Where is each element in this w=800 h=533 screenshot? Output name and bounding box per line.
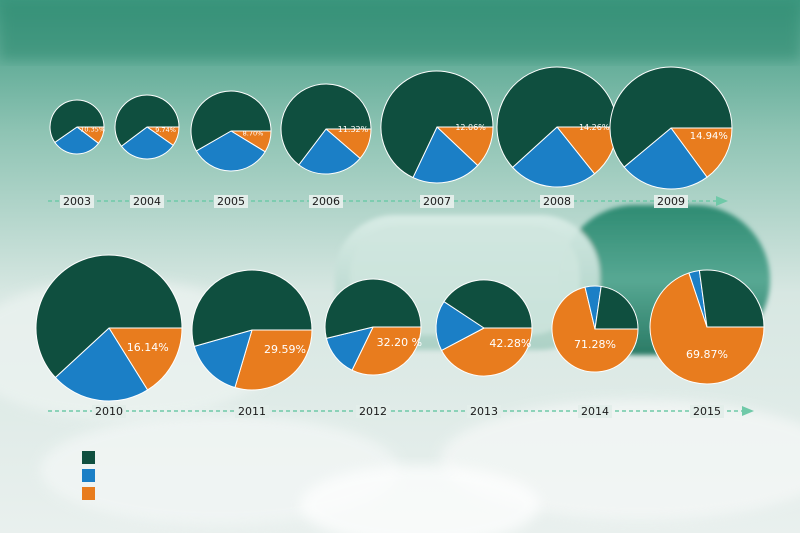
pie-slice-blue: [54, 327, 149, 402]
timeline-arrow-bottom: [48, 406, 754, 416]
year-label-2004: 2004: [133, 195, 161, 208]
year-labels: 2003 2004 2005 2006 2007 2008 2009 2010 2011 2012…: [60, 195, 724, 418]
timeline-arrow-top: [48, 196, 728, 206]
pie-slice-orange: [649, 272, 765, 385]
pie-slice-orange: [234, 329, 313, 391]
year-label-backing: [130, 195, 164, 208]
pie-2011: 29.59%: [191, 269, 313, 391]
pie-2007: 12.06%: [380, 70, 494, 184]
pie-2009: 14.94%: [609, 66, 733, 190]
pie-slice-blue: [623, 127, 708, 190]
pie-2004: 9.74%: [114, 94, 180, 160]
pie-slice-blue: [54, 126, 100, 155]
pie-slice-dark: [280, 83, 372, 166]
legend-swatch-blue: [82, 468, 95, 482]
year-label-backing: [214, 195, 248, 208]
year-label-2013: 2013: [470, 405, 498, 418]
year-label-backing: [690, 405, 724, 418]
year-label-backing: [356, 405, 390, 418]
pie-value-label: 29.59%: [264, 343, 306, 356]
year-label-backing: [60, 195, 94, 208]
year-label-2014: 2014: [581, 405, 609, 418]
year-label-2005: 2005: [217, 195, 245, 208]
pie-slice-dark: [114, 94, 180, 147]
year-label-2007: 2007: [423, 195, 451, 208]
pie-slice-blue: [511, 126, 596, 188]
pie-2015: 69.87%: [649, 269, 765, 385]
pies-layer: 10.35% 9.74% 8.70% 11.32% 12.06% 14.26% 14.94%…: [35, 66, 765, 402]
legend-item: [82, 448, 103, 466]
pie-value-label: 8.70%: [243, 130, 264, 138]
pie-slice-orange: [440, 327, 533, 377]
pie-value-label: 32.20 %: [377, 336, 422, 349]
legend-swatch-dark: [82, 450, 95, 464]
pie-slice-orange: [551, 286, 639, 373]
legend-item: [82, 484, 103, 502]
pie-slice-orange: [670, 127, 733, 178]
pie-value-label: 9.74%: [155, 126, 176, 134]
year-label-2006: 2006: [312, 195, 340, 208]
pie-slice-dark: [594, 285, 639, 330]
pie-slice-dark: [35, 254, 183, 379]
pie-2005: 8.70%: [190, 90, 272, 172]
pie-slice-blue: [120, 126, 174, 160]
pie-value-label: 14.26%: [579, 123, 610, 132]
legend-swatch-orange: [82, 486, 95, 500]
pie-value-label: 11.32%: [338, 125, 369, 134]
pie-2014: 71.28%: [551, 285, 639, 373]
pie-value-label: 69.87%: [686, 348, 728, 361]
pie-2013: 42.28%: [435, 279, 533, 377]
legend-item: [82, 466, 103, 484]
pie-slice-dark: [698, 269, 765, 328]
pie-slice-blue: [435, 300, 485, 352]
pie-slice-blue: [195, 130, 266, 172]
pie-2003: 10.35%: [49, 99, 105, 155]
pie-slice-dark: [496, 66, 618, 169]
pie-slice-dark: [190, 90, 272, 152]
legend: [82, 448, 103, 502]
pie-2006: 11.32%: [280, 83, 372, 175]
year-label-backing: [235, 405, 269, 418]
pie-slice-blue: [193, 329, 253, 389]
year-label-backing: [467, 405, 501, 418]
pie-slice-orange: [351, 326, 422, 376]
pie-slice-orange: [108, 327, 183, 391]
year-label-2012: 2012: [359, 405, 387, 418]
pie-slice-dark: [324, 278, 422, 339]
year-label-backing: [540, 195, 574, 208]
pie-slice-dark: [191, 269, 313, 348]
year-label-backing: [309, 195, 343, 208]
year-label-2009: 2009: [657, 195, 685, 208]
year-label-backing: [420, 195, 454, 208]
pie-slice-blue: [412, 126, 479, 184]
pie-value-label: 12.06%: [455, 123, 486, 132]
year-label-backing: [654, 195, 688, 208]
year-label-2015: 2015: [693, 405, 721, 418]
pie-value-label: 71.28%: [574, 338, 616, 351]
pie-value-label: 16.14%: [127, 341, 169, 354]
year-label-backing: [578, 405, 612, 418]
pie-value-label: 10.35%: [80, 125, 105, 133]
pie-2010: 16.14%: [35, 254, 183, 402]
pie-slice-dark: [380, 70, 494, 179]
year-label-2011: 2011: [238, 405, 266, 418]
year-label-backing: [92, 405, 126, 418]
year-label-2008: 2008: [543, 195, 571, 208]
year-label-2010: 2010: [95, 405, 123, 418]
pie-slice-dark: [443, 279, 533, 329]
pie-slice-dark: [609, 66, 733, 168]
pie-value-label: 14.94%: [690, 131, 728, 142]
year-label-2003: 2003: [63, 195, 91, 208]
pie-slice-blue: [298, 128, 361, 175]
pie-slice-dark: [49, 99, 105, 144]
pie-value-label: 42.28%: [489, 337, 531, 350]
pie-2008: 14.26%: [496, 66, 618, 188]
pie-2012: 32.20 %: [324, 278, 422, 376]
